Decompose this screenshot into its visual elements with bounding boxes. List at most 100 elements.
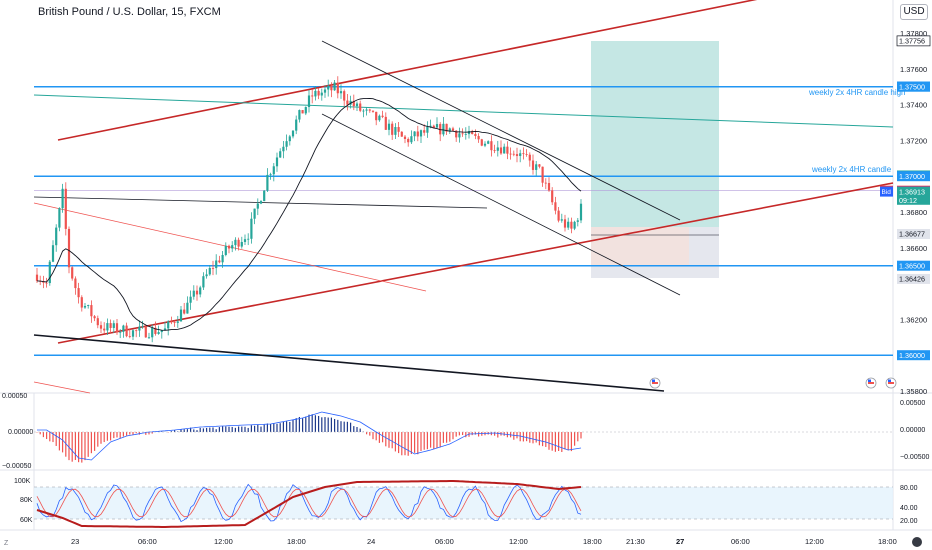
candle-body (199, 287, 202, 295)
candle-body (432, 125, 435, 128)
candle-body (218, 260, 221, 263)
price-badge-1-36426[interactable]: 1.36426 (897, 273, 930, 284)
stoch-band (34, 487, 893, 519)
candle-body (176, 321, 179, 323)
candle-body (381, 115, 384, 117)
stoch-left-label: 80K (20, 497, 33, 504)
us-flag-event-icon[interactable] (885, 377, 897, 389)
candle-body (99, 325, 103, 329)
candle-body (426, 126, 429, 133)
candle-body (186, 302, 189, 314)
candle-body (83, 305, 87, 308)
time-axis-label: 06:00 (138, 537, 157, 546)
candle-body (288, 136, 291, 142)
trendline-black-1[interactable] (321, 40, 681, 221)
candle-body (208, 267, 211, 275)
candle-body (551, 190, 554, 203)
candle-body (259, 201, 263, 204)
price-badge-1-37000[interactable]: 1.37000 (897, 171, 930, 182)
candle-body (106, 323, 109, 331)
svg-text:1.36000: 1.36000 (899, 351, 925, 360)
candle-body (247, 238, 250, 240)
us-flag-event-icon[interactable] (865, 377, 877, 389)
macd-left-label: 0.00000 (8, 429, 33, 436)
candle-body (240, 241, 243, 247)
candle-body (301, 110, 304, 114)
candle-body (295, 119, 298, 131)
price-badge-1-36677[interactable]: 1.36677 (897, 229, 930, 240)
trendline-black-bottom[interactable] (33, 334, 665, 392)
candle-body (122, 325, 125, 332)
price-badge-1-37756[interactable]: 1.37756 (896, 35, 931, 47)
time-axis-label: 06:00 (731, 537, 750, 546)
candle-body (131, 330, 135, 337)
candle-body (394, 127, 397, 135)
candle-body (419, 130, 423, 137)
candle-body (567, 221, 570, 228)
candle-body (509, 153, 512, 155)
time-axis-label: 06:00 (435, 537, 454, 546)
us-flag-event-icon[interactable] (649, 377, 661, 389)
corner-label: Z (4, 540, 9, 547)
candle-body (311, 95, 314, 97)
candle-body (250, 218, 253, 239)
candle-body (167, 321, 170, 329)
trendline-black-2[interactable] (321, 113, 681, 296)
stoch-d-line (36, 488, 582, 518)
candle-body (237, 239, 240, 247)
candle-body (77, 288, 80, 298)
candle-body (570, 221, 573, 229)
svg-text:1.37756: 1.37756 (899, 36, 925, 45)
trendline-teal[interactable] (33, 94, 894, 128)
trendline-red-bottom[interactable] (33, 381, 91, 394)
settings-dot-icon[interactable] (912, 537, 922, 547)
price-axis-label: 1.37400 (900, 101, 927, 110)
trendline-lower-channel[interactable] (57, 182, 894, 344)
candle-body (45, 282, 48, 284)
macd-right-label: −0.00500 (900, 454, 929, 461)
candle-body (195, 290, 199, 295)
candle-body (397, 127, 400, 132)
candle-body (375, 111, 378, 121)
candle-body (407, 138, 410, 143)
moving-average-line (36, 98, 582, 331)
time-axis-label: 18:00 (878, 537, 897, 546)
stoch-right-label: 40.00 (900, 505, 918, 512)
candle-body (538, 164, 541, 167)
price-axis-label: 1.36600 (900, 244, 927, 253)
svg-text:Bid: Bid (882, 189, 892, 196)
time-axis-label: 21:30 (626, 537, 645, 546)
price-badge-1-36500[interactable]: 1.36500 (897, 260, 930, 271)
candle-body (499, 147, 503, 154)
candle-body (346, 100, 349, 105)
candle-body (423, 130, 426, 133)
candle-body (61, 188, 64, 209)
candle-body (333, 82, 336, 91)
currency-badge[interactable]: USD (900, 4, 928, 20)
candle-body (573, 221, 576, 229)
time-axis-label: 18:00 (583, 537, 602, 546)
price-badge-1-37500[interactable]: 1.37500 (897, 81, 930, 92)
candle-body (506, 146, 509, 154)
candle-body (576, 220, 579, 222)
price-axis-label: 1.37600 (900, 65, 927, 74)
candle-body (55, 227, 58, 246)
candle-body (35, 274, 39, 281)
price-badge-1-36000[interactable]: 1.36000 (897, 350, 930, 361)
trendline-upper-channel[interactable] (57, 0, 778, 141)
svg-text:1.36426: 1.36426 (899, 275, 925, 284)
candle-body (67, 228, 71, 268)
candle-body (557, 210, 560, 221)
candle-body (291, 130, 295, 137)
candle-body (215, 260, 218, 269)
svg-text:1.37500: 1.37500 (899, 82, 925, 91)
time-axis-label: 12:00 (509, 537, 528, 546)
candle-body (359, 103, 362, 111)
price-axis-label: 1.35800 (900, 387, 927, 396)
time-axis-label: 12:00 (214, 537, 233, 546)
candle-body (275, 157, 279, 167)
candle-body (109, 323, 112, 328)
